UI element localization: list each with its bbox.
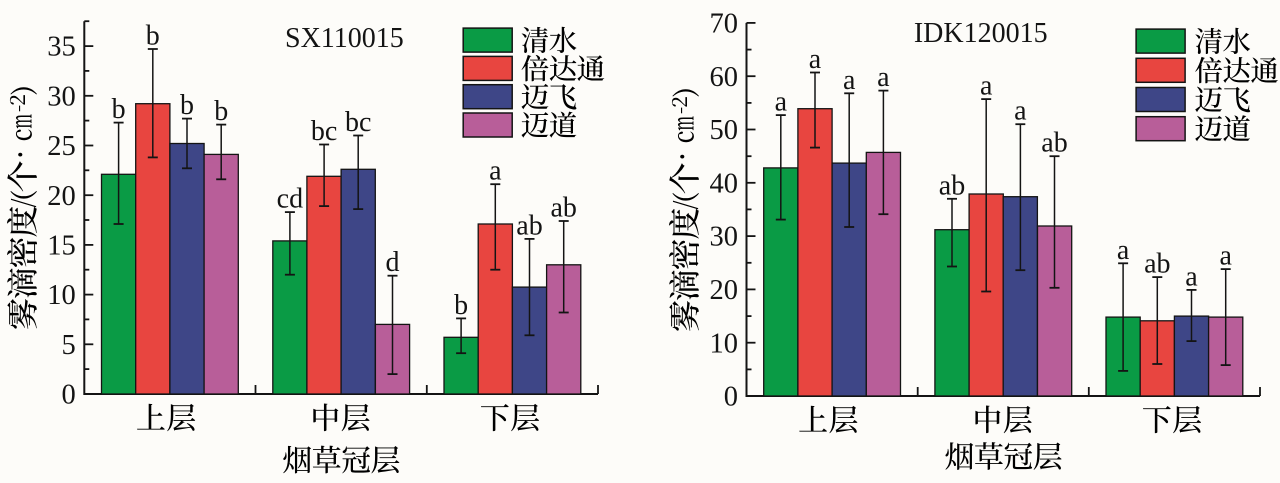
svg-text:15: 15 [47,231,76,262]
svg-text:a: a [980,71,993,102]
svg-text:a: a [1014,96,1027,127]
svg-text:b: b [180,90,194,121]
svg-text:0: 0 [724,382,738,413]
svg-text:70: 70 [710,9,739,40]
svg-text:30: 30 [47,81,76,112]
svg-text:ab: ab [1041,128,1067,159]
svg-text:60: 60 [710,62,739,93]
svg-text:5: 5 [62,330,76,361]
svg-text:a: a [775,87,788,118]
svg-text:20: 20 [710,275,739,306]
svg-text:bc: bc [345,107,371,138]
svg-text:b: b [146,21,160,52]
svg-text:10: 10 [710,328,739,359]
svg-text:a: a [489,156,502,187]
svg-text:a: a [877,62,890,93]
svg-text:25: 25 [47,131,76,162]
svg-text:20: 20 [47,181,76,212]
svg-text:bc: bc [311,116,337,147]
svg-text:IDK120015: IDK120015 [914,18,1048,49]
svg-text:b: b [454,290,468,321]
svg-text:ab: ab [516,210,542,241]
svg-text:cd: cd [277,184,303,215]
svg-text:b: b [112,94,126,125]
svg-text:SX110015: SX110015 [285,23,404,54]
svg-text:ab: ab [1144,249,1170,280]
svg-text:ab: ab [550,193,576,224]
svg-text:40: 40 [710,168,739,199]
svg-text:50: 50 [710,115,739,146]
svg-text:b: b [214,96,228,127]
svg-text:a: a [809,44,822,75]
svg-text:a: a [1117,235,1130,266]
svg-text:a: a [843,65,856,96]
svg-text:a: a [1185,261,1198,292]
svg-text:a: a [1219,241,1232,272]
svg-text:35: 35 [47,32,76,63]
svg-text:10: 10 [47,280,76,311]
svg-text:d: d [386,247,400,278]
svg-text:0: 0 [62,380,76,411]
svg-text:ab: ab [939,170,965,201]
svg-text:30: 30 [710,222,739,253]
